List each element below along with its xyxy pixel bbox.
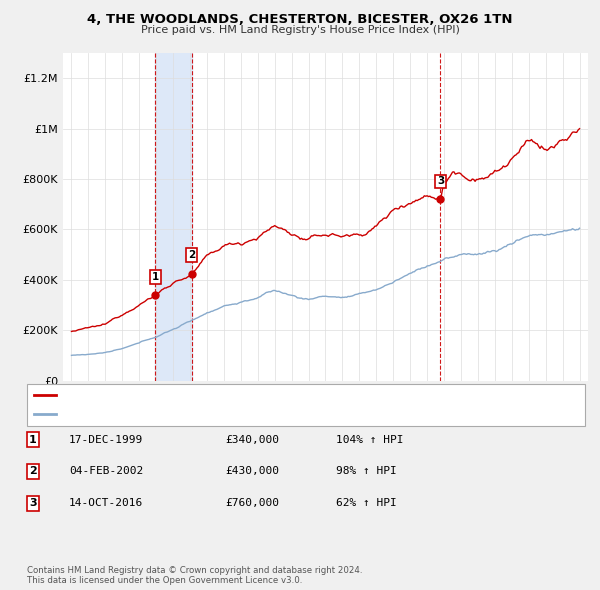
Text: 14-OCT-2016: 14-OCT-2016 bbox=[69, 499, 143, 508]
Text: 4, THE WOODLANDS, CHESTERTON, BICESTER, OX26 1TN: 4, THE WOODLANDS, CHESTERTON, BICESTER, … bbox=[87, 13, 513, 26]
Text: £340,000: £340,000 bbox=[225, 435, 279, 444]
Text: 3: 3 bbox=[29, 499, 37, 508]
Text: Price paid vs. HM Land Registry's House Price Index (HPI): Price paid vs. HM Land Registry's House … bbox=[140, 25, 460, 35]
Text: 104% ↑ HPI: 104% ↑ HPI bbox=[336, 435, 404, 444]
Text: 3: 3 bbox=[437, 176, 444, 186]
Bar bbox=[155, 53, 192, 381]
Text: 04-FEB-2002: 04-FEB-2002 bbox=[69, 467, 143, 476]
Text: HPI: Average price, detached house, Cherwell: HPI: Average price, detached house, Cher… bbox=[60, 409, 299, 419]
Text: 98% ↑ HPI: 98% ↑ HPI bbox=[336, 467, 397, 476]
Text: 2: 2 bbox=[188, 250, 196, 260]
Text: £430,000: £430,000 bbox=[225, 467, 279, 476]
Text: 1: 1 bbox=[152, 273, 159, 283]
Text: 62% ↑ HPI: 62% ↑ HPI bbox=[336, 499, 397, 508]
Text: £760,000: £760,000 bbox=[225, 499, 279, 508]
Text: 4, THE WOODLANDS, CHESTERTON, BICESTER, OX26 1TN (detached house): 4, THE WOODLANDS, CHESTERTON, BICESTER, … bbox=[60, 391, 454, 401]
Text: 2: 2 bbox=[29, 467, 37, 476]
Text: 17-DEC-1999: 17-DEC-1999 bbox=[69, 435, 143, 444]
Text: 1: 1 bbox=[29, 435, 37, 444]
Text: Contains HM Land Registry data © Crown copyright and database right 2024.
This d: Contains HM Land Registry data © Crown c… bbox=[27, 566, 362, 585]
